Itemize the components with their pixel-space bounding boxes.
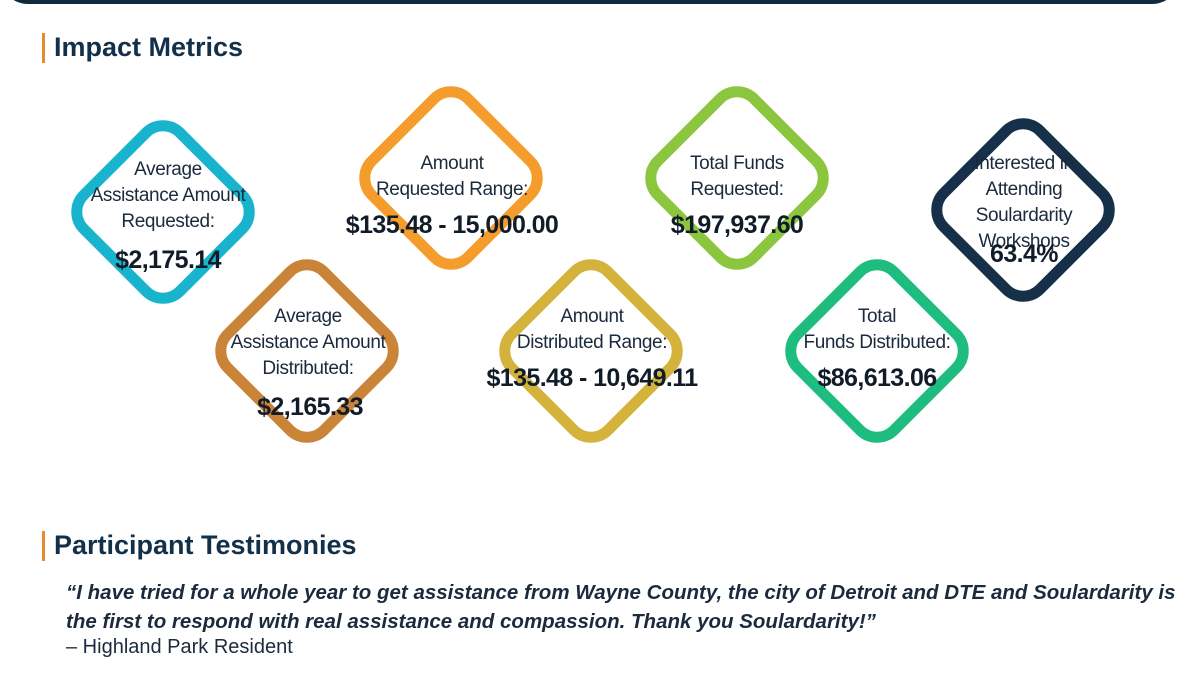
metric-diamonds	[71, 86, 1115, 443]
impact-metrics-title: Impact Metrics	[54, 32, 244, 62]
testimonies-heading: Participant Testimonies	[42, 530, 357, 561]
metric-distributed-range-label: Amount Distributed Range:	[516, 306, 668, 353]
metric-workshops-value: 63.4%	[990, 240, 1058, 268]
metric-avg-requested-label: Average Assistance Amount Requested:	[90, 159, 246, 232]
metric-total-requested-label: Total Funds Requested:	[690, 153, 784, 200]
metric-avg-requested-value: $2,175.14	[115, 246, 221, 274]
heading-accent-bar	[42, 32, 45, 63]
metric-requested-range-label: Amount Requested Range:	[375, 153, 529, 200]
testimony-attribution: – Highland Park Resident	[66, 636, 293, 658]
diamond-workshops-frame	[931, 118, 1115, 302]
diamond-requested-range-frame	[359, 86, 543, 270]
metric-total-distributed-value: $86,613.06	[817, 364, 937, 392]
metric-requested-range-value: $135.48 - 15,000.00	[345, 211, 559, 239]
diamond-total-distributed	[785, 259, 969, 443]
heading-accent-bar	[42, 530, 45, 561]
header-banner	[0, 0, 1180, 4]
metric-total-requested-value: $197,937.60	[670, 211, 804, 239]
diamond-total-distributed-frame	[785, 259, 969, 443]
diamond-avg-distributed	[215, 259, 399, 443]
metric-distributed-range-value: $135.48 - 10,649.11	[486, 364, 698, 392]
impact-metrics-heading: Impact Metrics	[42, 32, 243, 63]
metric-avg-distributed-value: $2,165.33	[257, 393, 363, 421]
diamond-avg-requested-frame	[71, 120, 255, 304]
diamond-distributed-range-frame	[499, 259, 683, 443]
testimonies-title: Participant Testimonies	[54, 530, 357, 560]
diamond-avg-requested	[71, 120, 255, 304]
diamond-requested-range	[359, 86, 543, 270]
metric-avg-distributed-label: Average Assistance Amount Distributed:	[230, 306, 386, 379]
diamond-workshops	[931, 118, 1115, 302]
diamond-total-requested	[645, 86, 829, 270]
testimony-quote: “I have tried for a whole year to get as…	[66, 581, 1176, 633]
metric-total-distributed-label: Total Funds Distributed:	[803, 306, 951, 353]
diamond-distributed-range	[499, 259, 683, 443]
diamond-avg-distributed-frame	[215, 259, 399, 443]
diamond-total-requested-frame	[645, 86, 829, 270]
metric-workshops-label: Interested in Attending Soulardarity Wor…	[974, 153, 1074, 252]
